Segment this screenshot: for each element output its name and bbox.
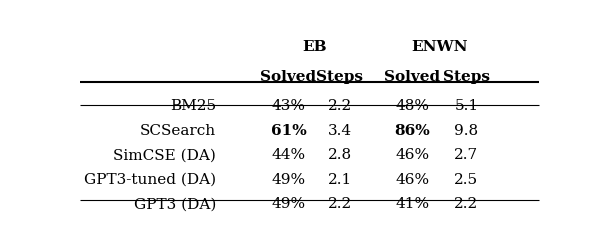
Text: SimCSE (DA): SimCSE (DA) <box>113 148 216 162</box>
Text: 61%: 61% <box>271 123 306 137</box>
Text: 43%: 43% <box>271 99 306 113</box>
Text: GPT3-tuned (DA): GPT3-tuned (DA) <box>84 172 216 186</box>
Text: 2.2: 2.2 <box>328 196 352 210</box>
Text: 5.1: 5.1 <box>454 99 478 113</box>
Text: 2.5: 2.5 <box>454 172 478 186</box>
Text: 49%: 49% <box>271 196 306 210</box>
Text: 46%: 46% <box>396 148 429 162</box>
Text: 41%: 41% <box>396 196 429 210</box>
Text: ENWN: ENWN <box>411 40 468 54</box>
Text: 44%: 44% <box>271 148 306 162</box>
Text: Steps: Steps <box>316 70 364 84</box>
Text: 86%: 86% <box>394 123 431 137</box>
Text: 48%: 48% <box>396 99 429 113</box>
Text: Solved: Solved <box>260 70 316 84</box>
Text: BM25: BM25 <box>170 99 216 113</box>
Text: 2.8: 2.8 <box>328 148 352 162</box>
Text: Steps: Steps <box>443 70 490 84</box>
Text: 2.7: 2.7 <box>454 148 478 162</box>
Text: 2.1: 2.1 <box>328 172 352 186</box>
Text: 9.8: 9.8 <box>454 123 478 137</box>
Text: 46%: 46% <box>396 172 429 186</box>
Text: Solved: Solved <box>385 70 440 84</box>
Text: SCSearch: SCSearch <box>140 123 216 137</box>
Text: 2.2: 2.2 <box>454 196 478 210</box>
Text: 2.2: 2.2 <box>328 99 352 113</box>
Text: GPT3 (DA): GPT3 (DA) <box>133 196 216 210</box>
Text: EB: EB <box>302 40 327 54</box>
Text: 3.4: 3.4 <box>328 123 352 137</box>
Text: 49%: 49% <box>271 172 306 186</box>
